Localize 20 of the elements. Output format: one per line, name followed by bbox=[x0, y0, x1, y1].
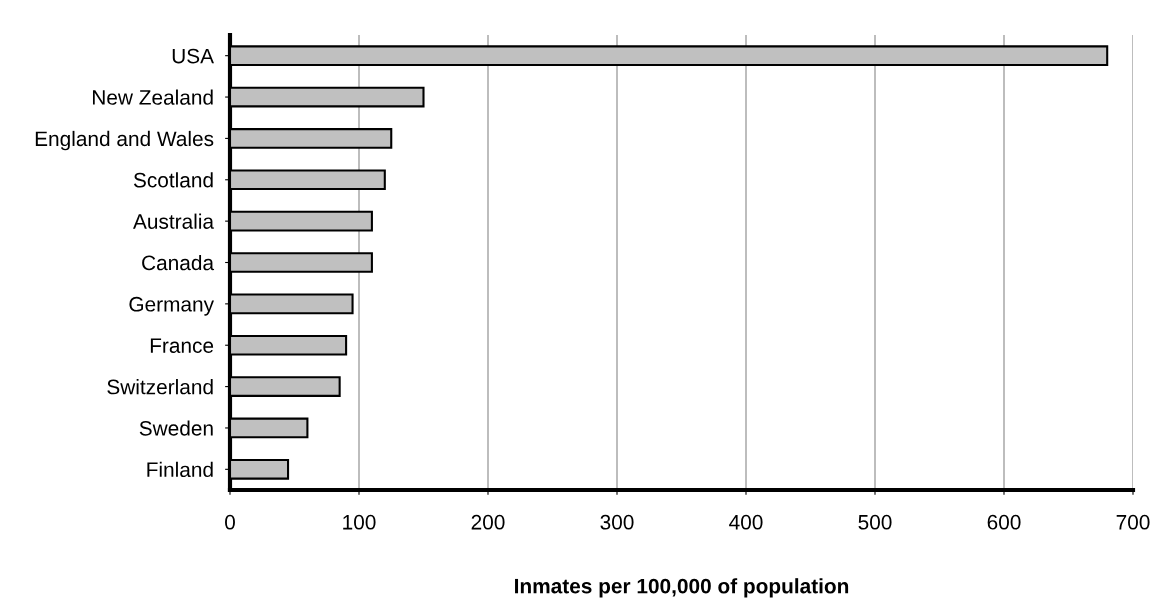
x-tick-label: 300 bbox=[600, 514, 634, 530]
y-tick-label: Canada bbox=[142, 254, 215, 271]
x-tick-label: 0 bbox=[225, 514, 235, 530]
x-tick-label: 500 bbox=[858, 514, 892, 530]
y-tick-label: France bbox=[150, 338, 214, 353]
y-tick-label: Sweden bbox=[139, 420, 213, 436]
y-tick-label: Germany bbox=[129, 296, 214, 316]
y-tick-label: New Zealand bbox=[92, 89, 213, 105]
y-tick-label: Switzerland bbox=[107, 379, 213, 395]
x-axis-title: Inmates per 100,000 of population bbox=[515, 578, 849, 598]
x-tick-label: 100 bbox=[343, 514, 376, 530]
x-tick-label: 200 bbox=[471, 514, 505, 530]
y-tick-label: USA bbox=[172, 48, 214, 64]
y-tick-label: Finland bbox=[147, 461, 213, 478]
y-tick-label: Australia bbox=[133, 213, 215, 229]
x-tick-label: 400 bbox=[729, 514, 763, 530]
x-tick-label: 600 bbox=[987, 514, 1021, 530]
y-tick-label: England and Wales bbox=[35, 130, 214, 151]
y-tick-label: Scotland bbox=[133, 172, 213, 188]
x-tick-label: 700 bbox=[1116, 514, 1150, 530]
